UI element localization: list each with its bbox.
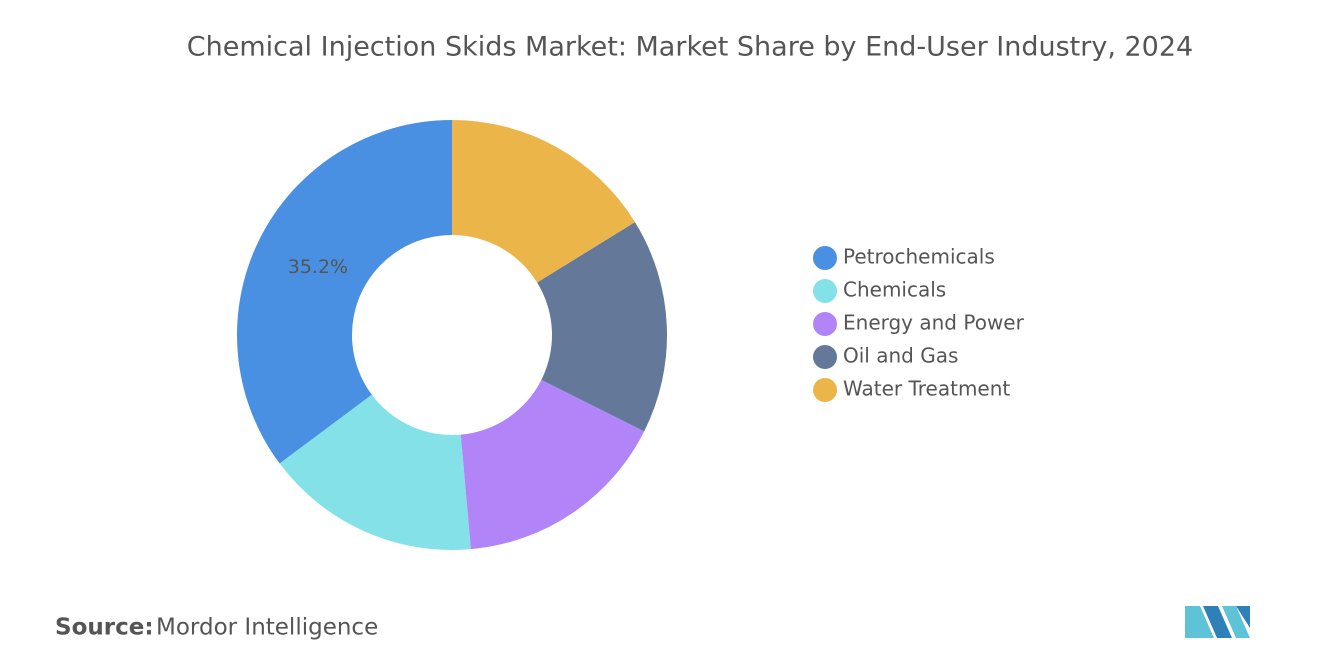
legend-marker xyxy=(813,279,837,303)
value-label: 35.2% xyxy=(288,256,348,278)
legend-label: Water Treatment xyxy=(843,377,1010,401)
slice xyxy=(452,120,635,283)
legend-marker xyxy=(813,246,837,270)
slice xyxy=(237,120,452,464)
source-label: Source: xyxy=(55,615,154,641)
legend-marker xyxy=(813,345,837,369)
slice xyxy=(279,394,471,550)
legend-label: Chemicals xyxy=(843,278,946,302)
logo xyxy=(1185,606,1250,638)
legend-marker xyxy=(813,312,837,336)
legend-label: Petrochemicals xyxy=(843,245,995,269)
slice xyxy=(460,379,645,550)
legend-label: Energy and Power xyxy=(843,311,1025,335)
legend-label: Oil and Gas xyxy=(843,344,958,368)
source: Mordor Intelligence xyxy=(156,615,378,641)
chart-title: Chemical Injection Skids Market: Market … xyxy=(187,32,1193,63)
legend-marker xyxy=(813,378,837,402)
slice xyxy=(537,222,667,432)
